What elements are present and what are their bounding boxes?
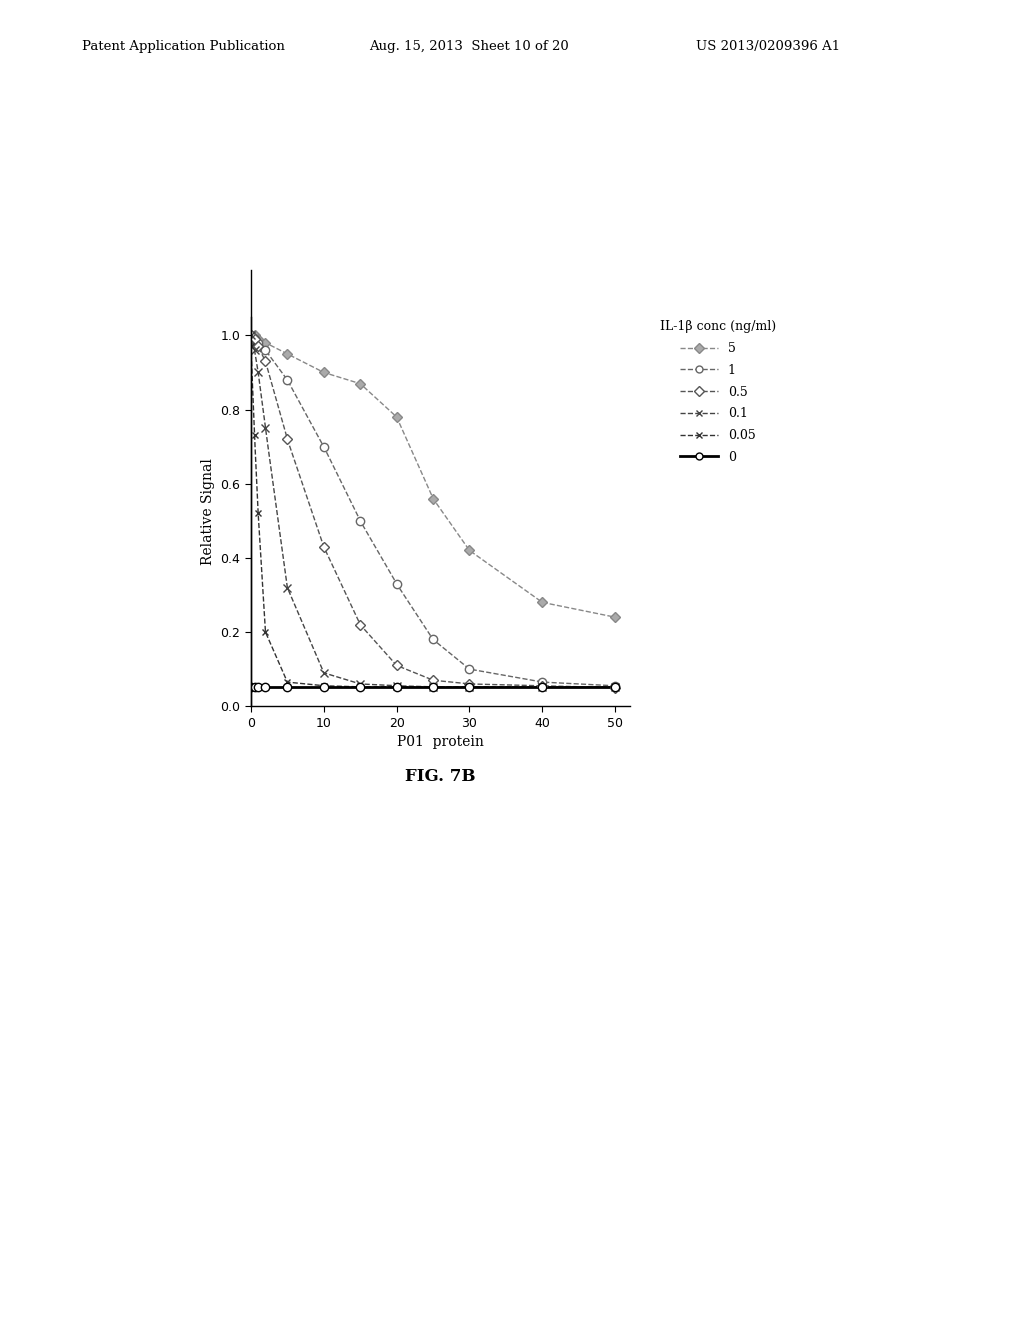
Text: FIG. 7B: FIG. 7B (406, 768, 475, 785)
Text: Aug. 15, 2013  Sheet 10 of 20: Aug. 15, 2013 Sheet 10 of 20 (369, 40, 568, 53)
Y-axis label: Relative Signal: Relative Signal (201, 458, 215, 565)
Text: Patent Application Publication: Patent Application Publication (82, 40, 285, 53)
Text: US 2013/0209396 A1: US 2013/0209396 A1 (696, 40, 841, 53)
X-axis label: P01  protein: P01 protein (397, 735, 483, 750)
Legend: 5, 1, 0.5, 0.1, 0.05, 0: 5, 1, 0.5, 0.1, 0.05, 0 (655, 315, 781, 469)
